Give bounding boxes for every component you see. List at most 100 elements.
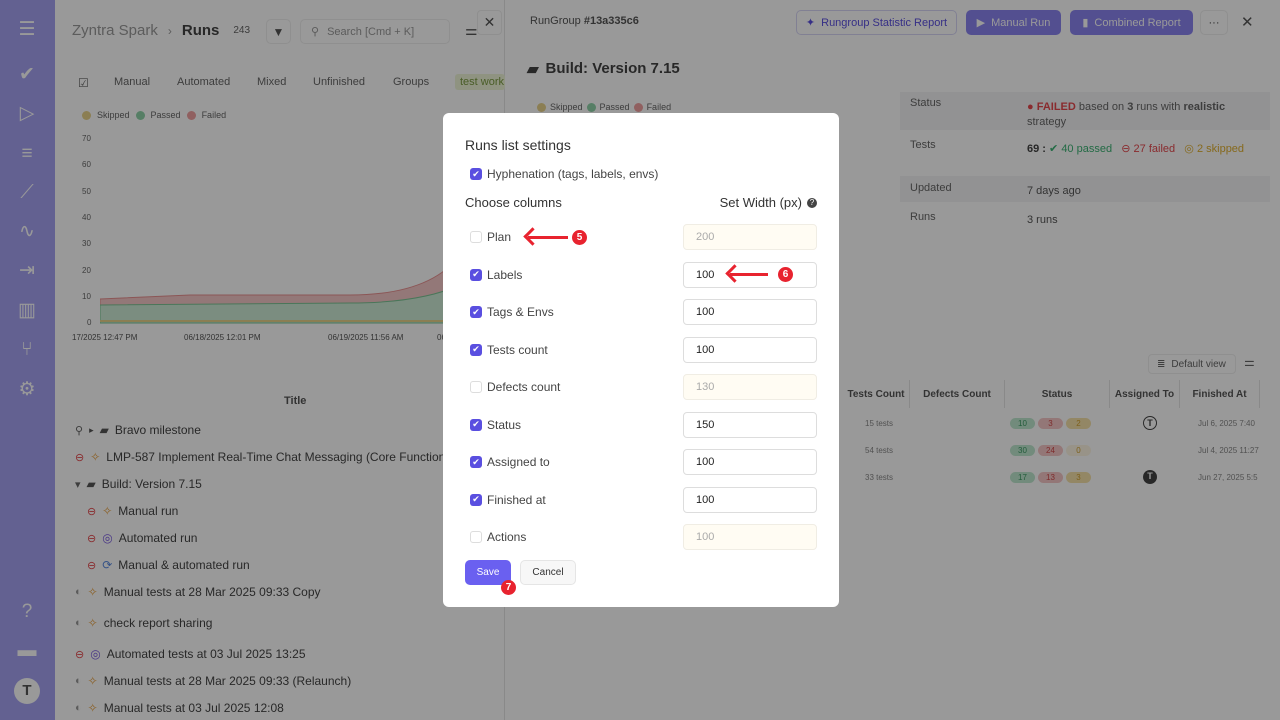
defects-count-checkbox[interactable] <box>470 381 482 393</box>
assignee-avatar[interactable]: T <box>1143 470 1157 484</box>
statistic-report-button[interactable]: ✦ Rungroup Statistic Report <box>796 10 957 35</box>
automated-run-icon: ◎ <box>90 647 101 661</box>
finished-at-label: Finished at <box>487 492 546 507</box>
default-view-button[interactable]: ≣ Default view <box>1148 354 1236 374</box>
set-width-label: Set Width (px) <box>719 195 802 210</box>
more-button[interactable]: ··· <box>1200 10 1228 35</box>
actions-checkbox[interactable] <box>470 531 482 543</box>
tab-manual[interactable]: Manual <box>114 76 151 88</box>
actions-width-input[interactable] <box>683 524 817 550</box>
table-row[interactable]: 33 tests 17 13 3 T Jun 27, 2025 5:5 <box>843 470 1260 486</box>
updated-label: Updated <box>910 182 952 194</box>
tests-count-width-input[interactable] <box>683 336 817 363</box>
table-row[interactable]: 54 tests 30 24 0 Jul 4, 2025 11:27 <box>843 443 1260 459</box>
y-tick: 50 <box>82 186 91 196</box>
list-check-icon[interactable]: ≡ <box>21 143 33 164</box>
tags-envs-checkbox[interactable]: ✔ <box>470 306 482 318</box>
plan-checkbox[interactable] <box>470 231 482 243</box>
sidebar: ☰ ✔ ▷ ≡ ⟋ ∿ ⇥ ▥ ⑂ ⚙ ? ▬ T <box>0 0 55 720</box>
sliders-icon[interactable]: ⚌ <box>1244 355 1255 369</box>
play-icon[interactable]: ▷ <box>19 103 35 124</box>
th-finished-at[interactable]: Finished At <box>1180 380 1260 408</box>
choose-columns-heading: Choose columns <box>465 195 562 210</box>
y-tick: 30 <box>82 239 91 249</box>
status-checkbox[interactable]: ✔ <box>470 418 482 431</box>
run-list-item[interactable]: ◐ ✧ Manual tests at 28 Mar 2025 09:33 Copy <box>75 585 321 599</box>
run-title: check report sharing <box>103 616 213 630</box>
finished-at-checkbox[interactable]: ✔ <box>470 493 482 506</box>
run-list-item[interactable]: ◐ ✧ check report sharing <box>75 616 212 630</box>
th-status[interactable]: Status <box>1005 380 1110 408</box>
failed-pill: 24 <box>1038 445 1063 456</box>
run-list-item[interactable]: ⊖ ✧ Manual run <box>87 504 178 518</box>
th-defects-count[interactable]: Defects Count <box>910 380 1005 408</box>
group-title: ▰ Build: Version 7.15 <box>527 60 680 78</box>
finished-at-width-input[interactable] <box>683 486 817 513</box>
tab-groups[interactable]: Groups <box>393 76 430 88</box>
rungroup-id: RunGroup #13a335c6 <box>530 15 639 27</box>
run-title: LMP-587 Implement Real-Time Chat Messagi… <box>106 450 452 464</box>
passed-dot <box>135 110 145 120</box>
tags-envs-width-input[interactable] <box>683 299 817 325</box>
in-progress-icon: ◐ <box>75 675 82 687</box>
tests-count-checkbox[interactable]: ✔ <box>470 343 482 356</box>
breadcrumb: Zyntra Spark › Runs 243 <box>72 22 250 39</box>
folder-icon[interactable]: ▬ <box>17 640 37 661</box>
menu-icon[interactable]: ☰ <box>18 19 36 40</box>
combined-report-button[interactable]: ▮ Combined Report <box>1070 10 1193 35</box>
manual-run-icon: ✧ <box>90 450 101 464</box>
table-row[interactable]: 15 tests 10 3 2 T Jul 6, 2025 7:40 <box>843 416 1260 432</box>
help-icon[interactable]: ? <box>807 197 817 208</box>
search-placeholder: Search [Cmd + K] <box>327 25 415 38</box>
run-list-item[interactable]: ⊖ ⟳ Manual & automated run <box>87 558 250 572</box>
assigned-to-width-input[interactable] <box>683 449 817 475</box>
avatar[interactable]: T <box>14 678 40 704</box>
select-icon[interactable]: ☑ <box>78 76 89 90</box>
analytics-icon[interactable]: ▥ <box>18 300 36 321</box>
hyphenation-checkbox[interactable]: ✔ <box>470 168 482 180</box>
sparkle-icon: ✦ <box>805 17 816 29</box>
run-list-item[interactable]: ⊖ ◎ Automated tests at 03 Jul 2025 13:25 <box>75 647 306 661</box>
tab-automated[interactable]: Automated <box>177 76 231 88</box>
manual-run-icon: ✧ <box>102 504 113 518</box>
tab-test-work[interactable]: test work <box>455 74 505 90</box>
collapsed-caret-icon[interactable]: ▸ <box>89 424 94 435</box>
status-width-input[interactable] <box>683 411 817 438</box>
branch-icon[interactable]: ⑂ <box>21 339 33 360</box>
pulse-icon[interactable]: ∿ <box>19 221 35 242</box>
plan-width-input[interactable] <box>683 224 817 250</box>
th-tests-count[interactable]: Tests Count <box>843 380 910 408</box>
cancel-button[interactable]: Cancel <box>520 560 576 585</box>
close-icon[interactable]: ✕ <box>477 10 502 35</box>
status-label: Status <box>910 97 942 109</box>
tab-unfinished[interactable]: Unfinished <box>313 76 365 88</box>
import-icon[interactable]: ⇥ <box>19 260 35 281</box>
filter-icon[interactable]: ▼ <box>266 19 291 44</box>
failed-dot <box>186 110 196 120</box>
assignee-avatar[interactable]: T <box>1143 416 1157 430</box>
failed-status-icon: ⊖ <box>87 532 97 545</box>
run-list-item[interactable]: ◐ ✧ Manual tests at 03 Jul 2025 12:08 <box>75 701 284 715</box>
assigned-to-checkbox[interactable]: ✔ <box>470 456 482 468</box>
sliders-icon[interactable]: ⚌ <box>465 22 478 38</box>
project-link[interactable]: Zyntra Spark <box>72 22 158 39</box>
run-list-item[interactable]: ▾ ▰ Build: Version 7.15 <box>75 477 202 491</box>
close-icon[interactable]: ✕ <box>1241 14 1254 31</box>
save-button[interactable]: Save <box>465 560 511 585</box>
labels-width-input[interactable] <box>683 261 817 288</box>
th-assigned-to[interactable]: Assigned To <box>1110 380 1180 408</box>
run-list-item[interactable]: ◐ ✧ Manual tests at 28 Mar 2025 09:33 (Rel… <box>75 674 351 688</box>
help-icon[interactable]: ? <box>21 601 33 622</box>
manual-run-button[interactable]: ▶ Manual Run <box>966 10 1061 35</box>
check-icon[interactable]: ✔ <box>19 64 35 85</box>
tab-mixed[interactable]: Mixed <box>257 76 287 88</box>
gear-icon[interactable]: ⚙ <box>18 379 36 400</box>
run-list-item[interactable]: ⚲ ▸ ▰ Bravo milestone <box>75 423 201 437</box>
steps-icon[interactable]: ⟋ <box>20 182 34 203</box>
failed-pill: 3 <box>1038 418 1063 429</box>
search-input[interactable]: ⚲ Search [Cmd + K] <box>300 19 450 44</box>
run-list-item[interactable]: ⊖ ✧ LMP-587 Implement Real-Time Chat Messa… <box>75 450 452 464</box>
run-list-item[interactable]: ⊖ ◎ Automated run <box>87 531 197 545</box>
labels-checkbox[interactable]: ✔ <box>470 268 482 281</box>
defects-count-width-input[interactable] <box>683 374 817 400</box>
